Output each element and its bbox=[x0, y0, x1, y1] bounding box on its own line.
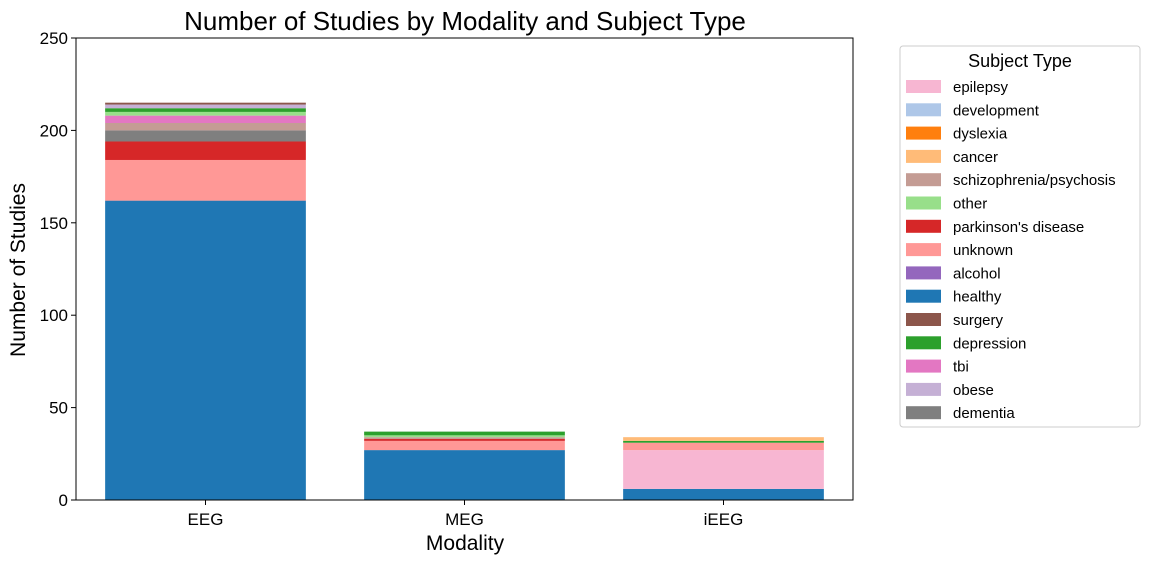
legend-label: alcohol bbox=[953, 265, 1001, 282]
bars-group bbox=[105, 102, 824, 500]
bar-segment-eeg-9 bbox=[105, 200, 306, 500]
y-tick-label: 100 bbox=[40, 306, 68, 325]
legend-swatch bbox=[906, 289, 941, 303]
legend-label: surgery bbox=[953, 312, 1004, 329]
legend-swatch bbox=[906, 80, 941, 93]
x-tick-label: MEG bbox=[445, 510, 484, 529]
y-tick-label: 0 bbox=[59, 491, 68, 510]
legend-frame bbox=[899, 45, 1141, 428]
legend-swatch bbox=[906, 103, 941, 117]
legend-label: parkinson's disease bbox=[953, 219, 1084, 236]
bar-segment-eeg-4 bbox=[105, 123, 306, 131]
y-axis: 0 50 100 150 200 250 bbox=[40, 29, 76, 510]
legend-swatch bbox=[906, 173, 941, 187]
x-tick-label: EEG bbox=[188, 510, 224, 529]
bar-segment-ieeg-7 bbox=[623, 442, 824, 451]
x-axis: EEG MEG iEEG bbox=[188, 500, 744, 529]
legend-swatch bbox=[906, 219, 941, 233]
legend-label: obese bbox=[953, 382, 994, 399]
bar-segment-meg-4 bbox=[364, 437, 565, 440]
bar-segment-eeg-6 bbox=[105, 141, 306, 160]
bar-segment-eeg-12 bbox=[105, 115, 306, 124]
y-tick-label: 150 bbox=[40, 214, 68, 233]
legend-swatch bbox=[906, 266, 941, 280]
bar-segment-eeg-13 bbox=[105, 104, 306, 109]
legend-swatch bbox=[906, 406, 941, 420]
legend-swatch bbox=[906, 243, 941, 257]
legend-label: unknown bbox=[953, 242, 1013, 259]
bar-segment-ieeg-0 bbox=[623, 450, 824, 489]
bar-segment-eeg-14 bbox=[105, 130, 306, 142]
bar-segment-meg-9 bbox=[364, 450, 565, 500]
bar-segment-meg-7 bbox=[364, 440, 565, 451]
legend-label: development bbox=[953, 102, 1040, 119]
legend-swatch bbox=[906, 149, 941, 163]
bar-segment-eeg-10 bbox=[105, 102, 306, 105]
legend: Subject Type epilepsy development dyslexia… bbox=[899, 45, 1141, 428]
legend-label: healthy bbox=[953, 289, 1002, 306]
bar-segment-ieeg-3 bbox=[623, 437, 824, 441]
bar-segment-meg-6 bbox=[364, 439, 565, 441]
legend-label: epilepsy bbox=[953, 79, 1009, 96]
legend-label: depression bbox=[953, 335, 1026, 352]
legend-label: dementia bbox=[953, 405, 1015, 422]
legend-swatch bbox=[906, 126, 941, 140]
y-tick-label: 50 bbox=[49, 399, 68, 418]
y-tick-label: 250 bbox=[40, 29, 68, 48]
x-axis-title: Modality bbox=[426, 532, 505, 555]
x-tick-label: iEEG bbox=[704, 510, 744, 529]
legend-swatch bbox=[906, 336, 941, 350]
bar-segment-eeg-11 bbox=[105, 108, 306, 112]
bar-segment-eeg-7 bbox=[105, 159, 306, 201]
bar-segment-ieeg-9 bbox=[623, 488, 824, 500]
legend-swatch bbox=[906, 359, 941, 373]
legend-title: Subject Type bbox=[968, 51, 1072, 71]
legend-label: cancer bbox=[953, 149, 998, 166]
bar-segment-ieeg-11 bbox=[623, 440, 824, 443]
y-axis-title: Number of Studies bbox=[7, 183, 30, 357]
legend-label: tbi bbox=[953, 359, 969, 376]
legend-label: schizophrenia/psychosis bbox=[953, 172, 1116, 189]
bar-segment-meg-11 bbox=[364, 431, 565, 436]
legend-label: dyslexia bbox=[953, 126, 1008, 143]
legend-swatch bbox=[906, 382, 941, 396]
y-tick-label: 200 bbox=[40, 121, 68, 140]
legend-swatch bbox=[906, 196, 941, 210]
chart-title: Number of Studies by Modality and Subjec… bbox=[184, 6, 746, 36]
legend-items: epilepsy development dyslexia cancer schizop… bbox=[906, 79, 1116, 422]
legend-swatch bbox=[906, 313, 941, 326]
bar-segment-meg-5 bbox=[364, 435, 565, 438]
legend-label: other bbox=[953, 196, 987, 213]
bar-segment-eeg-5 bbox=[105, 111, 306, 116]
